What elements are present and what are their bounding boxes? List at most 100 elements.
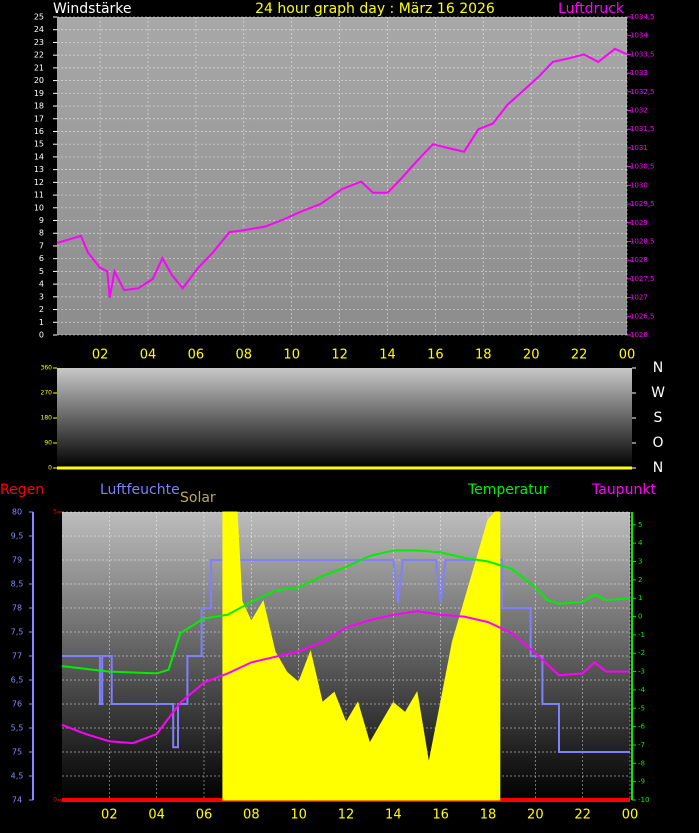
- line: [56, 47, 628, 298]
- y2-tick-label: 1027,5: [630, 275, 655, 283]
- legend-label: Taupunkt: [591, 482, 656, 498]
- y2-tick-label: 1029: [630, 219, 648, 227]
- y2-tick-label: -1: [638, 631, 645, 639]
- y2-tick-label: -10: [638, 796, 649, 804]
- x-tick-label: 06: [188, 348, 205, 363]
- y-tick-label: 11: [34, 191, 44, 200]
- y-tick-label: 76: [12, 700, 22, 709]
- y2-tick-label: 1030,5: [630, 163, 655, 171]
- y3-tick-label: 0: [53, 797, 57, 804]
- y-tick-label: 9,5: [11, 532, 24, 541]
- x-tick-label: 22: [571, 348, 588, 363]
- legend-label: Luftfeuchte: [100, 482, 180, 498]
- y-tick-label: 79: [12, 556, 22, 565]
- x-tick-label: 12: [338, 808, 355, 823]
- x-tick-label: 14: [385, 808, 402, 823]
- y-tick-label: 20: [34, 76, 44, 85]
- y2-tick-label: 2: [638, 576, 642, 584]
- x-tick-label: 18: [475, 348, 492, 363]
- y-tick-label: 0: [39, 331, 44, 340]
- chart-title: 24 hour graph day : März 16 2026: [255, 1, 495, 17]
- y2-tick-label: 1033: [630, 69, 648, 77]
- y2-tick-label: O: [652, 435, 663, 451]
- y2-tick-label: 1029,5: [630, 200, 655, 208]
- x-tick-label: 14: [379, 348, 396, 363]
- y2-tick-label: -3: [638, 668, 645, 676]
- y2-tick-label: 1030: [630, 181, 648, 189]
- x-tick-label: 04: [148, 808, 165, 823]
- y-tick-label: 1: [39, 318, 44, 327]
- y-tick-label: 7,5: [11, 628, 24, 637]
- area: [222, 511, 501, 801]
- y-tick-label: 17: [34, 114, 44, 123]
- y2-tick-label: -4: [638, 686, 646, 694]
- y2-tick-label: 1034: [630, 32, 648, 40]
- y2-tick-label: 1026,5: [630, 312, 655, 320]
- x-tick-label: 20: [527, 808, 544, 823]
- y-tick-label: 13: [34, 165, 44, 174]
- y2-tick-label: 1: [638, 594, 642, 602]
- y-tick-label: 9: [39, 216, 44, 225]
- y-tick-label: 14: [34, 152, 44, 161]
- y-tick-label: 2: [39, 305, 44, 314]
- series-label: Luftdruck: [558, 1, 625, 17]
- x-tick-label: 08: [243, 808, 260, 823]
- legend-label: Temperatur: [467, 482, 549, 498]
- y2-tick-label: W: [651, 385, 665, 401]
- x-tick-label: 16: [427, 348, 444, 363]
- y2-tick-label: -8: [638, 759, 645, 767]
- y-axis-label: Windstärke: [53, 1, 132, 17]
- y-tick-label: 21: [34, 63, 44, 72]
- x-tick-label: 06: [196, 808, 213, 823]
- y-tick-label: 23: [34, 38, 44, 47]
- y2-tick-label: 1033,5: [630, 50, 655, 58]
- y-tick-label: 90: [44, 440, 52, 447]
- y-tick-label: 5,5: [11, 724, 24, 733]
- y-tick-label: 19: [34, 89, 44, 98]
- y2-tick-label: 1034,5: [630, 13, 655, 21]
- y-tick-label: 77: [12, 652, 22, 661]
- y-tick-label: 8: [39, 229, 44, 238]
- y-tick-label: 0: [48, 465, 52, 472]
- y2-tick-label: 4: [638, 539, 643, 547]
- y3-tick-label: 5: [53, 509, 57, 516]
- y-tick-label: 22: [34, 51, 44, 60]
- y-tick-label: 78: [12, 604, 22, 613]
- y2-tick-label: -5: [638, 704, 645, 712]
- y2-tick-label: 3: [638, 558, 642, 566]
- y2-tick-label: 1031,5: [630, 125, 655, 133]
- x-tick-label: 12: [331, 348, 348, 363]
- y2-tick-label: 1027: [630, 294, 648, 302]
- x-tick-label: 02: [101, 808, 118, 823]
- y-tick-label: 7: [39, 241, 44, 250]
- y-tick-label: 6: [39, 254, 44, 263]
- x-tick-label: 10: [283, 348, 300, 363]
- legend-label: Solar: [180, 490, 216, 506]
- y-tick-label: 15: [34, 140, 44, 149]
- plot-area: [57, 368, 632, 468]
- y-tick-label: 5: [39, 267, 44, 276]
- x-tick-label: 20: [523, 348, 540, 363]
- x-tick-label: 02: [92, 348, 109, 363]
- legend-label: Regen: [0, 482, 44, 498]
- y2-tick-label: -2: [638, 649, 645, 657]
- x-tick-label: 16: [432, 808, 449, 823]
- line: [61, 610, 630, 745]
- y-tick-label: 12: [34, 178, 44, 187]
- x-tick-label: 22: [574, 808, 591, 823]
- y2-tick-label: 1031: [630, 144, 648, 152]
- y2-tick-label: -7: [638, 741, 645, 749]
- y-tick-label: 16: [34, 127, 44, 136]
- y-tick-label: 80: [12, 508, 22, 517]
- y2-tick-label: 1028,5: [630, 237, 655, 245]
- y2-tick-label: 1032: [630, 107, 648, 115]
- y-tick-label: 10: [34, 203, 44, 212]
- x-tick-label: 00: [619, 348, 636, 363]
- plot-area: [57, 17, 627, 335]
- y-tick-label: 360: [41, 365, 53, 372]
- y2-tick-label: -6: [638, 723, 646, 731]
- y2-tick-label: 1028: [630, 256, 648, 264]
- x-tick-label: 10: [290, 808, 307, 823]
- y-tick-label: 75: [12, 748, 22, 757]
